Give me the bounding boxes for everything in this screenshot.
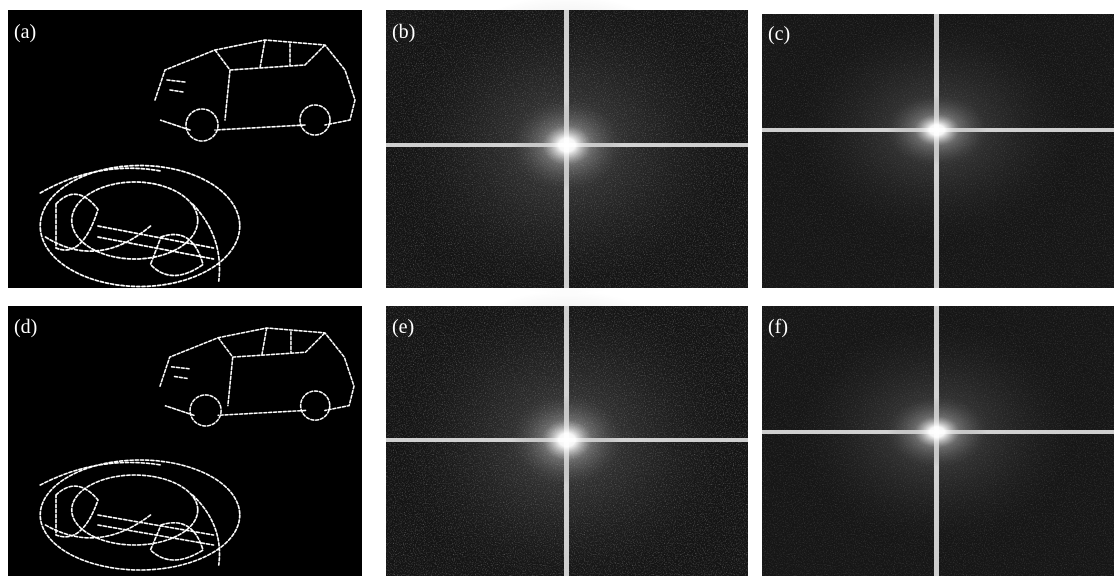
panel-label: (a) — [14, 21, 36, 43]
panel-b — [386, 0, 748, 295]
panel-f — [762, 306, 1114, 576]
panel-c — [762, 14, 1114, 288]
figure: (a) (b) (c) (d) (e) — [0, 0, 1118, 576]
panel-label: (d) — [14, 316, 37, 338]
panel-d — [8, 306, 362, 576]
panel-label: (e) — [392, 316, 414, 338]
panel-a — [8, 10, 362, 288]
panel-label: (f) — [768, 316, 788, 338]
panel-e — [386, 290, 748, 576]
panel-label: (b) — [392, 21, 415, 43]
panel-label: (c) — [768, 23, 790, 45]
